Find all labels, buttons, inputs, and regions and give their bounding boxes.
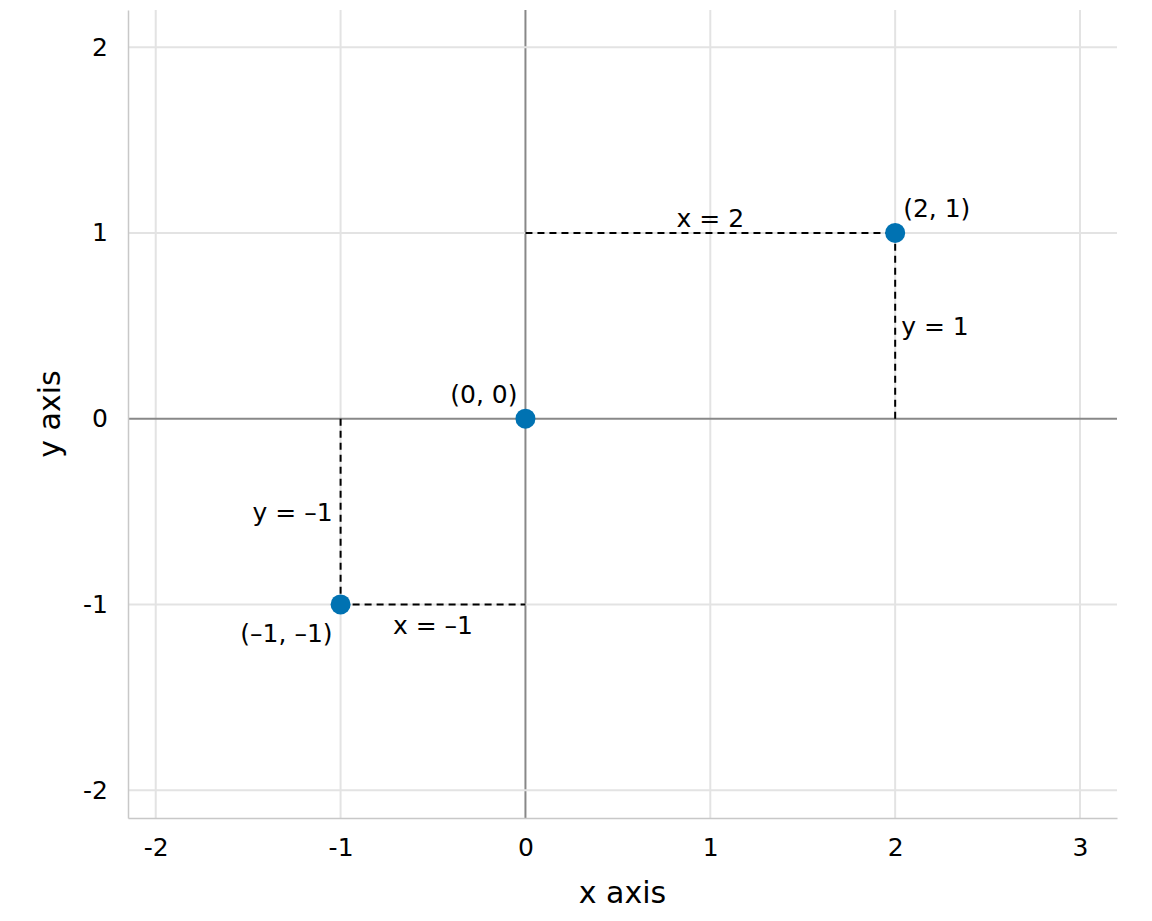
tick-label: -2 xyxy=(83,776,108,805)
zero-line xyxy=(128,418,1117,420)
chart: -2 -1 0 1 2 3 -2 -1 0 1 2 x = 2 y = 1 y = –1 x = –1 (–1… xyxy=(0,0,1152,921)
tick: 2 xyxy=(92,33,128,62)
tick: -1 xyxy=(83,590,128,619)
tick: 0 xyxy=(518,818,534,862)
point-label: (2, 1) xyxy=(903,194,970,223)
y-axis-title: y axis xyxy=(32,370,67,457)
x-axis-title: x axis xyxy=(579,875,666,910)
tick: -2 xyxy=(144,818,169,862)
tick-label: -1 xyxy=(329,833,354,862)
tick-label: 0 xyxy=(92,404,108,433)
guide-label: x = 2 xyxy=(677,204,745,233)
x-axis: -2 -1 0 1 2 3 xyxy=(129,818,1118,862)
guide-line xyxy=(340,419,342,605)
grid-line xyxy=(128,603,1117,605)
tick-label: -1 xyxy=(83,590,108,619)
tick: 1 xyxy=(703,818,719,862)
point xyxy=(885,223,905,243)
point-label: (0, 0) xyxy=(450,380,517,409)
labels: x = 2 y = 1 y = –1 x = –1 (–1, –1) (0, 0) (2, … xyxy=(240,194,970,648)
grid-line xyxy=(128,232,1117,234)
guide-label: y = 1 xyxy=(901,312,969,341)
grid-line xyxy=(155,10,157,818)
point-label: (–1, –1) xyxy=(240,619,332,648)
tick: 1 xyxy=(92,218,128,247)
guide-label: x = –1 xyxy=(393,611,473,640)
tick-label: 2 xyxy=(92,33,108,62)
tick: 2 xyxy=(888,818,904,862)
grid xyxy=(128,10,1117,818)
grid-line xyxy=(128,789,1117,791)
axis-line xyxy=(128,11,130,819)
grid-line xyxy=(709,10,711,818)
tick-label: 2 xyxy=(888,833,904,862)
guide-label: y = –1 xyxy=(253,498,333,527)
tick: -2 xyxy=(83,776,128,805)
guide-line xyxy=(894,233,896,419)
tick-label: 1 xyxy=(92,218,108,247)
point xyxy=(331,594,351,614)
point xyxy=(515,409,535,429)
plot: -2 -1 0 1 2 3 -2 -1 0 1 2 x = 2 y = 1 y = –1 x = –1 (–1… xyxy=(83,10,1117,862)
grid-line xyxy=(894,10,896,818)
tick-label: 3 xyxy=(1073,833,1089,862)
tick-label: 0 xyxy=(518,833,534,862)
tick-label: -2 xyxy=(144,833,169,862)
tick: 3 xyxy=(1073,818,1089,862)
y-axis: -2 -1 0 1 2 xyxy=(83,11,128,819)
grid-line xyxy=(1079,10,1081,818)
guide-line xyxy=(341,603,526,605)
tick: -1 xyxy=(329,818,354,862)
grid-line xyxy=(340,10,342,818)
grid-line xyxy=(128,46,1117,48)
marks xyxy=(331,223,906,614)
axis-line xyxy=(129,818,1118,820)
tick: 0 xyxy=(92,404,128,433)
tick-label: 1 xyxy=(703,833,719,862)
